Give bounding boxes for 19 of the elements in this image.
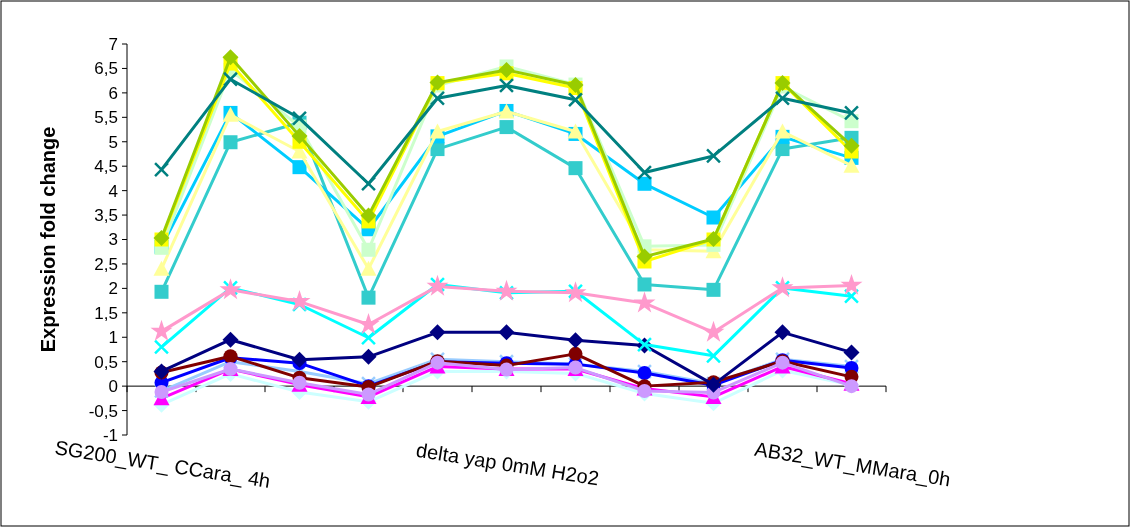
y-tick-label: -1 [102,425,118,445]
y-tick-label: 5,5 [94,108,118,128]
y-tick-label: 3,5 [94,206,118,226]
y-tick-label: 1 [108,328,118,348]
x-tick-label: delta yap 0mM H2o2 [414,438,601,490]
y-tick-label: 1,5 [94,303,118,323]
y-tick-label: -0,5 [88,401,118,421]
y-tick-label: 6,5 [94,59,118,79]
y-tick-label: 5 [108,132,118,152]
y-tick-label: 7 [108,34,118,54]
y-axis-title: Expression fold change [37,126,59,353]
y-tick-label: 0 [108,377,118,397]
y-tick-label: 6 [108,83,118,103]
y-tick-label: 4 [108,181,118,201]
y-tick-label: 4,5 [94,157,118,177]
y-tick-label: 3 [108,230,118,250]
y-tick-label: 0,5 [94,352,118,372]
y-tick-label: 2,5 [94,254,118,274]
y-tick-label: 2 [108,279,118,299]
